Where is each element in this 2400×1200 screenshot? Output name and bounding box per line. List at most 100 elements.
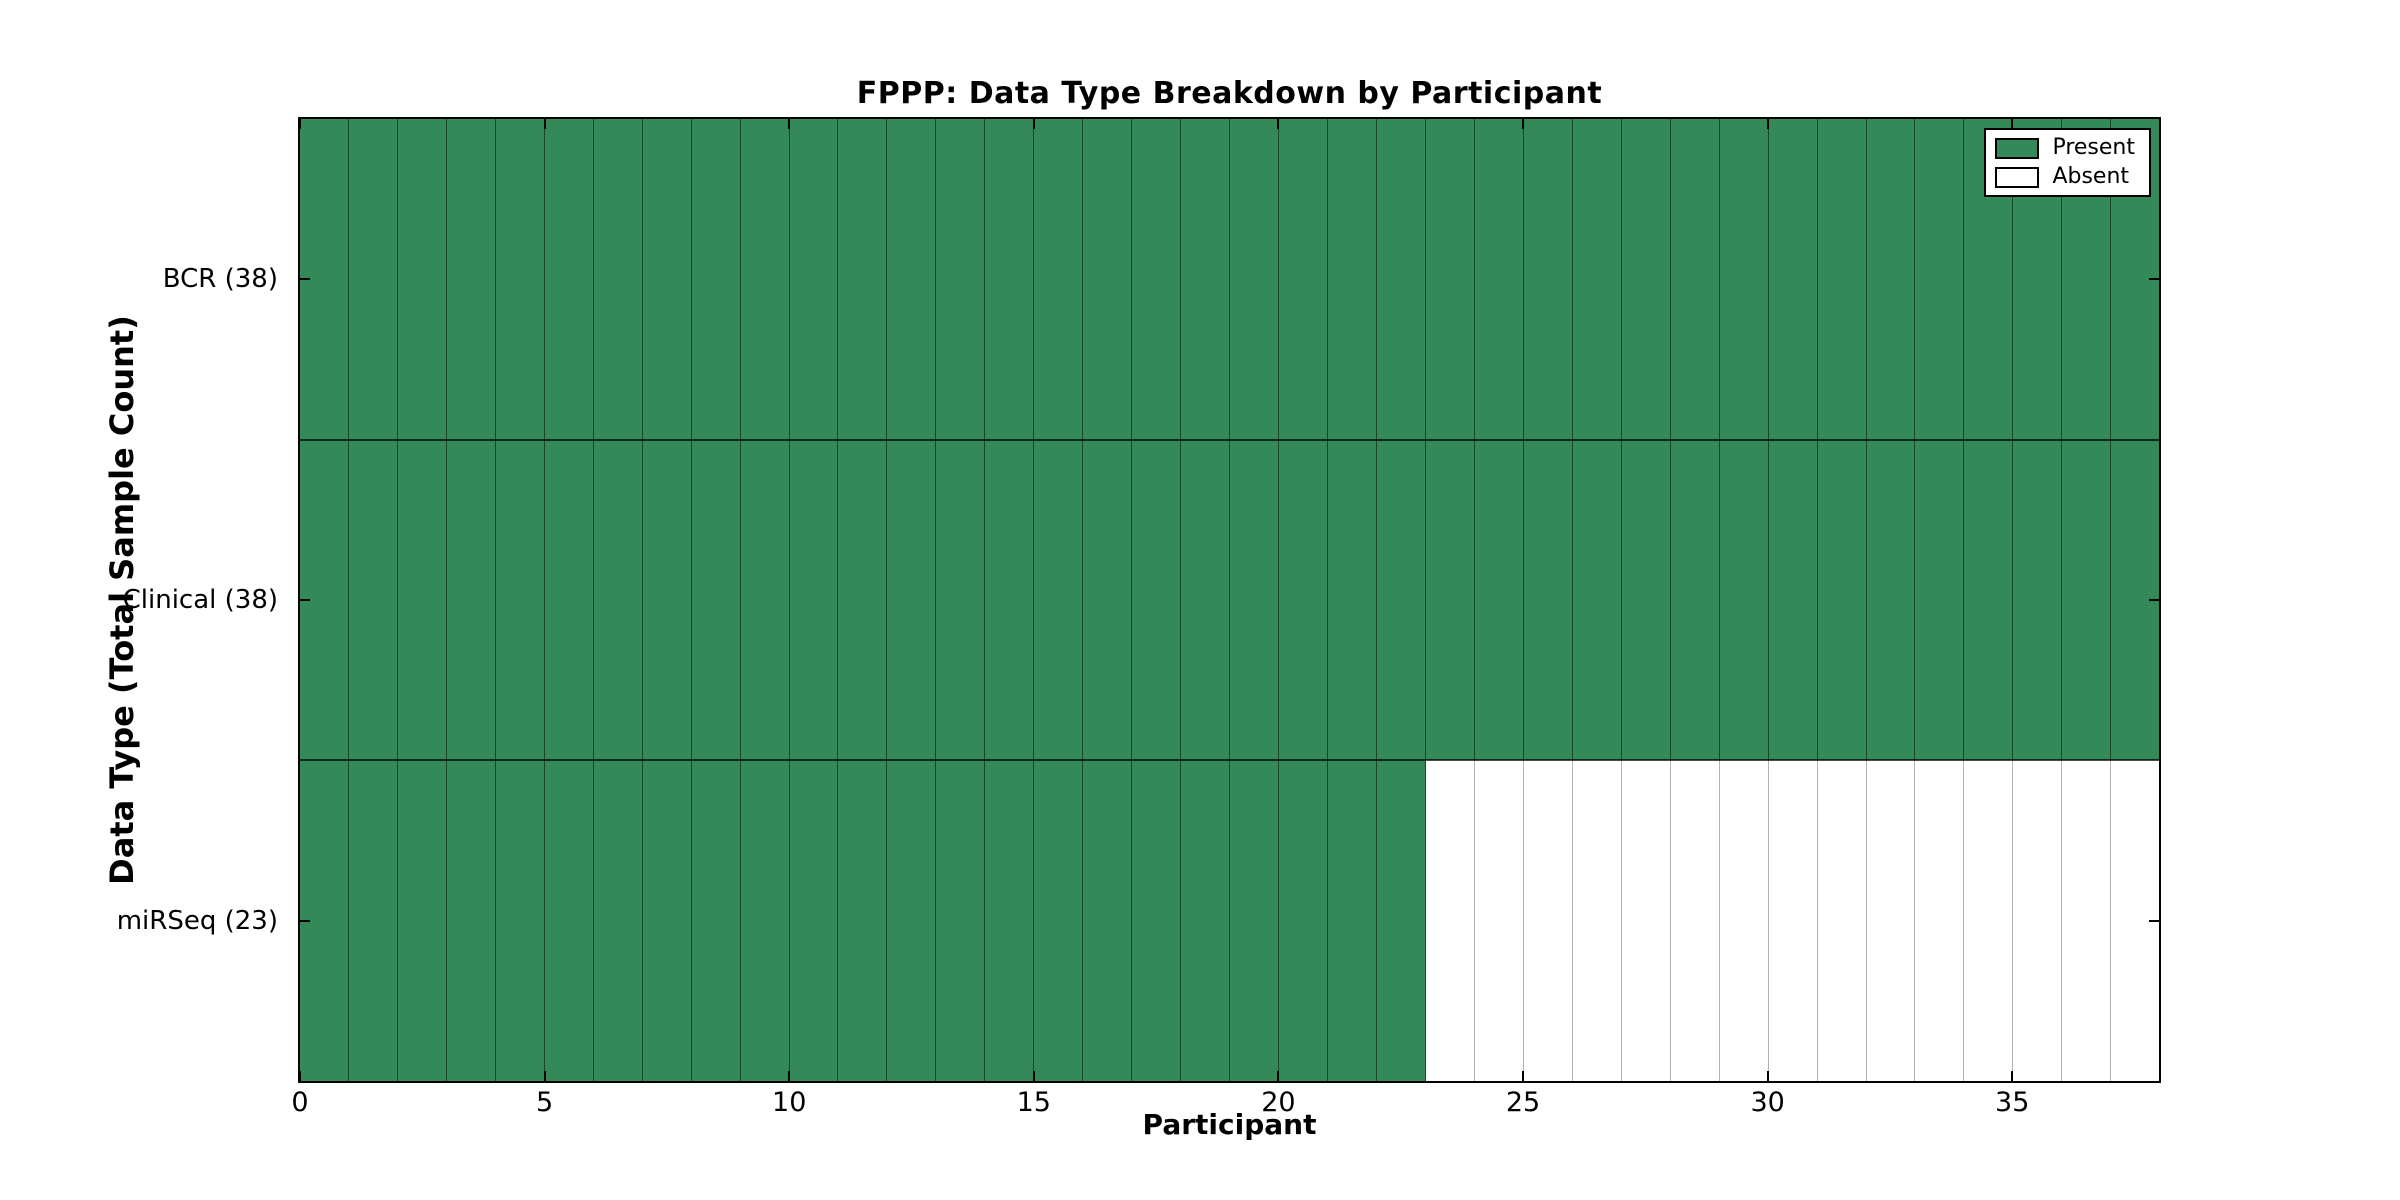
x-tick-mark — [1277, 119, 1280, 129]
cell-absent — [1915, 760, 1965, 1082]
row-separator-line — [300, 759, 2159, 762]
cell-present — [593, 439, 643, 761]
cell-present — [1719, 119, 1769, 440]
cell-present — [1034, 119, 1084, 440]
x-tick-labels: 0 5 10 15 20 25 30 35 — [291, 1087, 2159, 1127]
cell-absent — [2062, 760, 2112, 1082]
cell-present — [1376, 760, 1426, 1082]
cell-present — [544, 119, 594, 440]
y-tick-label: BCR (38) — [162, 264, 278, 295]
cell-present — [446, 439, 496, 761]
x-tick-mark — [788, 1071, 791, 1081]
cell-present — [691, 119, 741, 440]
cell-present — [446, 119, 496, 440]
cell-present — [1915, 119, 1965, 440]
cell-present — [495, 760, 545, 1082]
legend-swatch-absent-icon — [1995, 166, 2040, 188]
cell-present — [495, 119, 545, 440]
x-tick-mark — [299, 1071, 301, 1081]
x-tick-mark — [2011, 119, 2014, 129]
legend-entry-absent: Absent — [1995, 166, 2135, 188]
legend: Present Absent — [1984, 128, 2151, 197]
cell-present — [1866, 439, 1916, 761]
x-tick-label: 30 — [1750, 1087, 1785, 1118]
cell-present — [887, 439, 937, 761]
cell-present — [397, 439, 447, 761]
cell-present — [1425, 119, 1475, 440]
x-tick-mark — [1522, 1071, 1525, 1081]
cell-present — [1964, 439, 2014, 761]
cell-present — [642, 439, 692, 761]
x-tick-label: 25 — [1505, 1087, 1541, 1118]
cell-present — [985, 119, 1035, 440]
y-tick-mark — [300, 919, 310, 922]
x-tick-mark — [543, 1071, 546, 1081]
cell-present — [1572, 439, 1622, 761]
heatmap-row-3 — [300, 760, 2160, 1082]
cell-present — [1719, 439, 1769, 761]
cell-absent — [1817, 760, 1867, 1082]
cell-present — [838, 760, 888, 1082]
cell-present — [1474, 439, 1524, 761]
cell-present — [1132, 439, 1182, 761]
x-axis-title: Participant — [1142, 1108, 1317, 1141]
cell-present — [838, 119, 888, 440]
cell-present — [1083, 439, 1133, 761]
x-tick-label: 35 — [1995, 1087, 2030, 1118]
legend-label-absent: Absent — [2052, 164, 2130, 189]
legend-swatch-present-icon — [1995, 137, 2040, 159]
x-tick-mark — [543, 119, 546, 129]
y-tick-mark — [300, 278, 310, 281]
x-tick-label: 5 — [536, 1087, 554, 1118]
cell-present — [887, 760, 937, 1082]
row-separator-line — [300, 438, 2159, 441]
cell-present — [1328, 119, 1377, 440]
x-tick-mark — [1766, 1071, 1769, 1081]
cell-present — [789, 760, 839, 1082]
cell-present — [593, 760, 643, 1082]
cell-present — [348, 439, 398, 761]
x-tick-mark — [1522, 119, 1525, 129]
cell-present — [1279, 119, 1329, 440]
cell-absent — [1523, 760, 1573, 1082]
cell-present — [397, 760, 447, 1082]
cell-present — [544, 439, 594, 761]
cell-present — [936, 760, 986, 1082]
cell-present — [446, 760, 496, 1082]
cell-present — [1181, 760, 1231, 1082]
cell-present — [1181, 439, 1231, 761]
cell-present — [1279, 439, 1329, 761]
cell-present — [495, 439, 545, 761]
cell-present — [838, 439, 888, 761]
cell-absent — [1621, 760, 1671, 1082]
cell-present — [740, 119, 790, 440]
x-tick-label: 10 — [772, 1087, 807, 1118]
cell-present — [1670, 119, 1720, 440]
cell-present — [1132, 119, 1182, 440]
x-tick-mark — [1032, 119, 1035, 129]
cell-present — [789, 119, 839, 440]
cell-present — [985, 439, 1035, 761]
x-tick-label: 15 — [1016, 1087, 1051, 1118]
cell-present — [593, 119, 643, 440]
y-tick-mark — [2149, 278, 2159, 281]
cell-present — [1230, 760, 1280, 1082]
cell-present — [740, 760, 790, 1082]
cell-absent — [1425, 760, 1475, 1082]
x-tick-mark — [1766, 119, 1769, 129]
x-tick-mark — [788, 119, 791, 129]
cell-present — [1132, 760, 1182, 1082]
cell-present — [1083, 760, 1133, 1082]
cell-absent — [1768, 760, 1818, 1082]
cell-present — [1181, 119, 1231, 440]
cell-present — [1230, 439, 1280, 761]
cell-present — [691, 439, 741, 761]
cell-absent — [1964, 760, 2014, 1082]
cell-present — [936, 439, 986, 761]
cell-present — [642, 119, 692, 440]
x-tick-label: 0 — [291, 1087, 309, 1118]
x-tick-mark — [1032, 1071, 1035, 1081]
y-tick-mark — [2149, 599, 2159, 601]
cell-present — [1523, 119, 1573, 440]
cell-absent — [1474, 760, 1524, 1082]
